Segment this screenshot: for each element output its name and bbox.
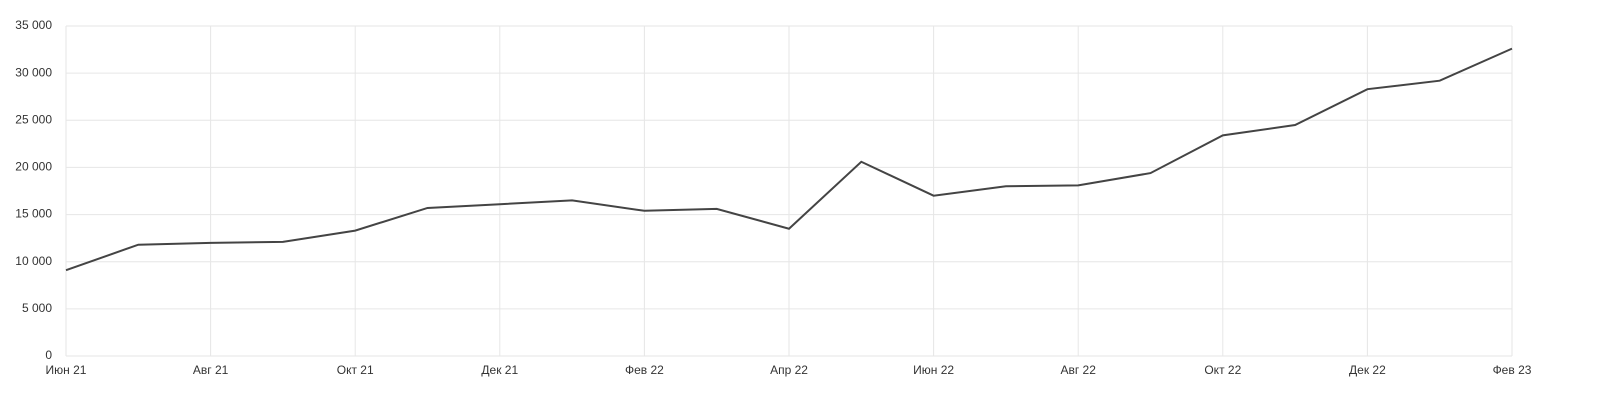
y-tick-label: 0 [45, 348, 52, 362]
x-tick-label: Фев 23 [1493, 363, 1532, 377]
y-tick-label: 5 000 [22, 301, 52, 315]
x-tick-label: Дек 22 [1349, 363, 1386, 377]
x-tick-label: Окт 22 [1204, 363, 1241, 377]
y-tick-label: 15 000 [15, 207, 52, 221]
data-line [65, 47, 1513, 272]
x-tick-label: Фев 22 [625, 363, 664, 377]
y-tick-label: 20 000 [15, 160, 52, 174]
x-tick-label: Дек 21 [481, 363, 518, 377]
y-tick-label: 30 000 [15, 65, 52, 79]
x-tick-label: Авг 21 [193, 363, 229, 377]
x-tick-label: Июн 21 [46, 363, 87, 377]
x-tick-label: Апр 22 [770, 363, 808, 377]
x-tick-label: Авг 22 [1060, 363, 1096, 377]
y-tick-label: 25 000 [15, 112, 52, 126]
y-tick-label: 10 000 [15, 254, 52, 268]
y-tick-label: 35 000 [15, 18, 52, 32]
x-tick-label: Июн 22 [913, 363, 954, 377]
x-tick-label: Окт 21 [337, 363, 374, 377]
